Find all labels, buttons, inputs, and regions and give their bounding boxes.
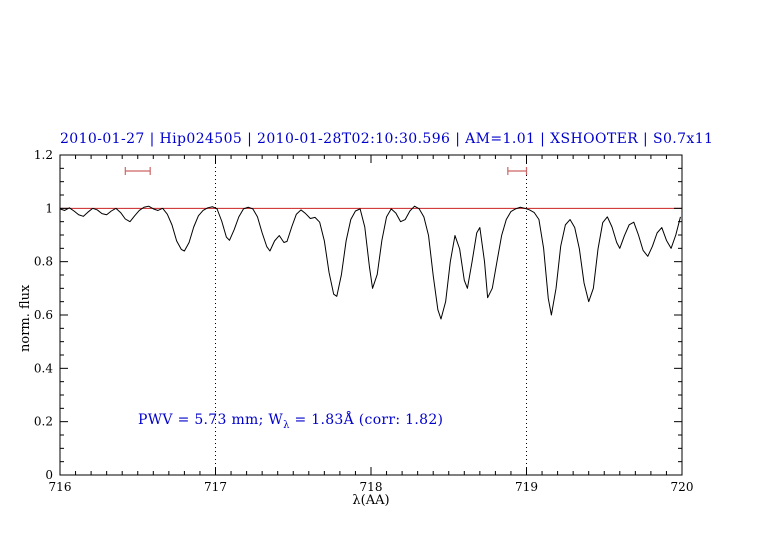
- spectrum-line: [59, 205, 681, 320]
- y-tick-label: 1: [45, 201, 53, 215]
- y-tick-label: 0.8: [34, 255, 53, 269]
- axis-ticks: [59, 154, 683, 476]
- pwv-annotation-prefix: PWV = 5.73 mm; W: [138, 412, 284, 428]
- x-tick-label: 717: [204, 480, 227, 494]
- y-tick-label: 0.2: [34, 415, 53, 429]
- dotted-vlines: [215, 155, 527, 475]
- x-tick-label: 716: [49, 480, 72, 494]
- pwv-annotation-suffix: = 1.83Å (corr: 1.82): [289, 412, 444, 428]
- x-tick-label: 718: [360, 480, 383, 494]
- band-markers: [124, 167, 528, 175]
- pwv-annotation: PWV = 5.73 mm; Wλ = 1.83Å (corr: 1.82): [138, 412, 443, 431]
- x-axis-label: λ(AA): [352, 493, 390, 508]
- plot-title: 2010-01-27 | Hip024505 | 2010-01-28T02:1…: [60, 131, 714, 147]
- y-axis-label: norm. flux: [18, 284, 33, 352]
- y-tick-label: 1.2: [34, 148, 53, 162]
- y-tick-label: 0: [45, 468, 53, 482]
- x-tick-label: 719: [515, 480, 538, 494]
- y-tick-label: 0.4: [34, 361, 53, 375]
- pwv-annotation-sub: λ: [283, 419, 290, 431]
- tick-labels: 716 717 718 719 720 0 0.2 0.4 0.6 0.8 1 1.2: [34, 148, 694, 494]
- y-tick-label: 0.6: [34, 308, 53, 322]
- x-tick-label: 720: [671, 480, 694, 494]
